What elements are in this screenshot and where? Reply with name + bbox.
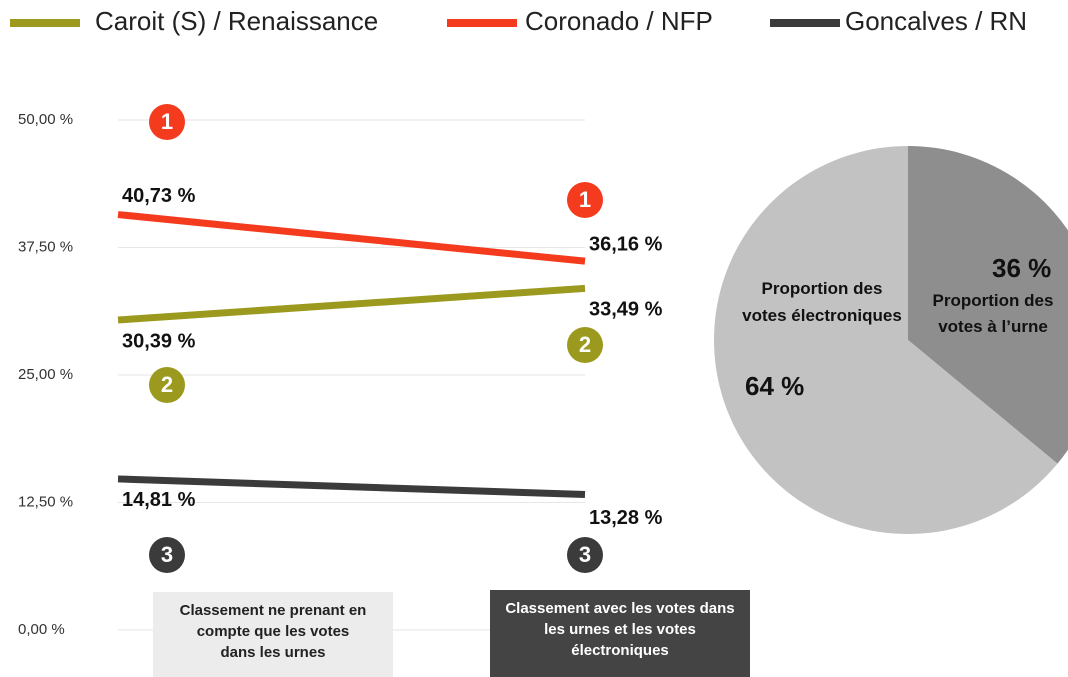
y-tick-label: 50,00 %	[18, 111, 73, 128]
pie-label: Proportion des votes à l’urne	[932, 291, 1054, 336]
y-tick-label: 37,50 %	[18, 238, 73, 255]
category-label: Classement avec les votes dans les urnes…	[490, 590, 750, 677]
y-tick-label: 0,00 %	[18, 621, 65, 638]
pie-slice	[714, 146, 1058, 534]
legend-swatch	[10, 19, 80, 27]
rank-badge	[149, 537, 185, 573]
pie-value-label: 64 %	[745, 371, 804, 401]
value-label: 13,28 %	[589, 507, 663, 529]
rank-badge	[149, 367, 185, 403]
category-label: Classement ne prenant en compte que les …	[153, 592, 393, 677]
legend-label: Caroit (S) / Renaissance	[95, 6, 378, 36]
rank-label: 1	[579, 187, 591, 212]
legend-label: Goncalves / RN	[845, 6, 1027, 36]
rank-label: 2	[161, 372, 173, 397]
rank-label: 3	[161, 542, 173, 567]
rank-badge	[567, 537, 603, 573]
rank-badge	[567, 182, 603, 218]
value-label: 14,81 %	[122, 489, 196, 511]
rank-label: 3	[579, 542, 591, 567]
rank-label: 1	[161, 109, 173, 134]
pie-value-label: 36 %	[992, 253, 1051, 283]
legend-swatch	[447, 19, 517, 27]
value-label: 30,39 %	[122, 330, 196, 352]
value-label: 40,73 %	[122, 185, 196, 207]
pie-slice	[908, 146, 1068, 464]
rank-badge	[149, 104, 185, 140]
legend-label: Coronado / NFP	[525, 6, 713, 36]
y-tick-label: 25,00 %	[18, 366, 73, 383]
value-label: 36,16 %	[589, 233, 663, 255]
series-line	[117, 211, 586, 265]
y-tick-label: 12,50 %	[18, 493, 73, 510]
legend-swatch	[770, 19, 840, 27]
series-line	[117, 284, 586, 324]
rank-label: 2	[579, 332, 591, 357]
rank-badge	[567, 327, 603, 363]
series-line	[117, 475, 586, 499]
value-label: 33,49 %	[589, 299, 663, 321]
pie-label: Proportion des votes électroniques	[742, 279, 902, 325]
